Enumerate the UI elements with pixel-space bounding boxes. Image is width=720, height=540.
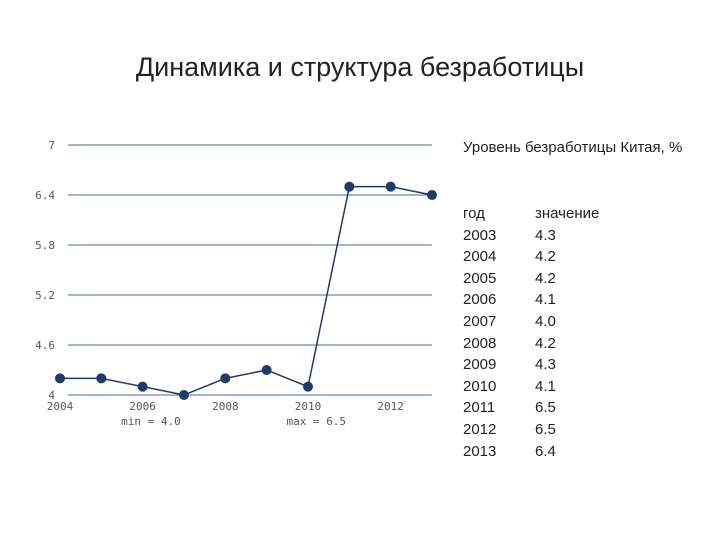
header-value: значение	[535, 205, 600, 222]
table-cell-value: 4.3	[535, 226, 556, 244]
data-point	[137, 381, 148, 392]
min-annotation: min = 4.0	[121, 415, 181, 428]
x-tick-label: 2012	[377, 400, 404, 413]
data-point	[55, 373, 65, 384]
table-row: 2006 4.1	[463, 289, 635, 311]
table-cell-value: 6.4	[535, 442, 556, 460]
table-header: год значение	[463, 203, 635, 225]
y-tick-label: 5.2	[35, 289, 55, 302]
table-cell-year: 2013	[463, 442, 497, 460]
data-point	[303, 381, 313, 392]
y-tick-label: 4.6	[35, 339, 55, 352]
y-tick-label: 4	[48, 389, 55, 402]
table-row: 2004 4.2	[463, 246, 635, 268]
table-cell-year: 2011	[463, 399, 496, 417]
y-tick-label: 5.8	[35, 239, 55, 252]
table-cell-year: 2010	[463, 377, 497, 395]
table-cell-year: 2012	[463, 420, 497, 438]
table-cell-year: 2004	[463, 248, 497, 266]
table-cell-year: 2006	[463, 291, 497, 309]
table-cell-year: 2005	[463, 269, 497, 287]
y-axis-ticks: 4 4.6 5.2 5.8 6.4 7	[35, 139, 55, 402]
data-point	[427, 190, 437, 200]
data-point	[344, 181, 355, 192]
y-tick-label: 6.4	[35, 189, 55, 202]
table-row: 2005 4.2	[463, 268, 635, 290]
x-tick-label: 2006	[129, 400, 156, 413]
table-cell-value: 4.2	[535, 334, 556, 352]
table-cell-year: 2008	[463, 334, 497, 352]
table-row: 2013 6.4	[463, 441, 635, 463]
table-row: 2007 4.0	[463, 311, 635, 333]
table-cell-year: 2007	[463, 312, 497, 330]
table-cell-year: 2009	[463, 356, 497, 374]
table-cell-value: 4.1	[535, 377, 556, 395]
header-year: год	[463, 205, 485, 222]
table-cell-value: 4.3	[535, 356, 556, 374]
table-cell-year: 2003	[463, 226, 497, 244]
data-point	[261, 365, 272, 375]
table-row: 2003 4.3	[463, 225, 635, 247]
table-cell-value: 4.2	[535, 269, 556, 287]
grid-lines	[68, 144, 432, 396]
data-table: год значение 2003 4.3 2004 4.2 2005 4.2 2006 4.…	[463, 203, 635, 462]
x-axis-ticks: 2004 2006 2008 2010 2012	[47, 400, 404, 413]
table-cell-value: 6.5	[535, 420, 556, 438]
table-row: 2012 6.5	[463, 419, 635, 441]
x-tick-label: 2008	[212, 400, 239, 413]
table-cell-value: 4.0	[535, 312, 556, 330]
series-line	[60, 185, 433, 396]
x-tick-label: 2004	[47, 400, 74, 413]
data-points	[55, 181, 437, 400]
table-row: 2009 4.3	[463, 354, 635, 376]
table-row: 2011 6.5	[463, 397, 635, 419]
max-annotation: max = 6.5	[286, 415, 346, 428]
table-cell-value: 4.1	[535, 291, 556, 309]
table-row: 2010 4.1	[463, 376, 635, 398]
x-tick-label: 2010	[295, 400, 322, 413]
table-row: 2008 4.2	[463, 333, 635, 355]
data-point	[220, 373, 231, 384]
y-tick-label: 7	[48, 139, 55, 152]
table-cell-value: 4.2	[535, 248, 556, 266]
legend-text: Уровень безработицы Китая, %	[463, 139, 683, 156]
data-point	[179, 390, 189, 400]
page-title: Динамика и структура безработицы	[135, 52, 585, 82]
table-cell-value: 6.5	[535, 399, 556, 417]
data-point	[385, 181, 396, 192]
data-point	[96, 373, 107, 384]
